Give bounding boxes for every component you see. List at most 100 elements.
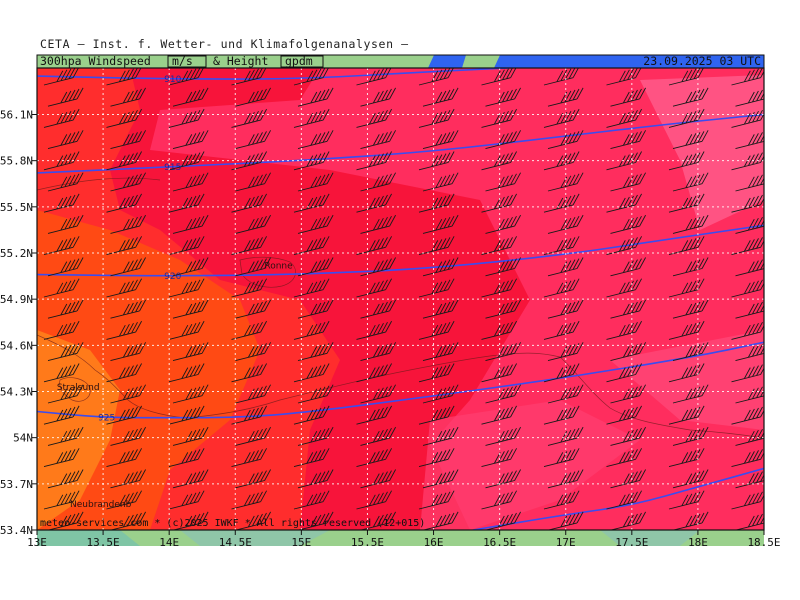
wind-barb — [293, 193, 330, 213]
wind-field-85 — [420, 400, 640, 530]
wind-barb — [43, 236, 80, 256]
wind-barb — [110, 172, 146, 192]
lon-tick-label: 17E — [556, 536, 576, 549]
wind-barb — [106, 363, 142, 383]
lat-tick-label: 55.8N — [0, 155, 33, 168]
wind-barb — [422, 511, 459, 530]
wind-barb — [543, 490, 580, 510]
wind-barb — [606, 320, 642, 340]
wind-barb — [47, 426, 84, 446]
wind-barb — [547, 511, 584, 530]
lat-tick-label: 55.5N — [0, 201, 33, 214]
wind-barb — [168, 490, 205, 510]
wind-barb — [235, 87, 271, 107]
wind-barb — [235, 214, 271, 234]
wind-barb — [360, 87, 396, 107]
wind-barb — [106, 151, 142, 171]
footer-strip-patch-left — [37, 530, 140, 546]
height-contour-line — [37, 224, 764, 277]
wind-barb — [231, 363, 267, 383]
wind-barb — [168, 448, 205, 468]
wind-barb — [168, 363, 205, 383]
wind-barb — [172, 130, 209, 150]
wind-barb — [43, 68, 79, 86]
unit-box-height — [280, 55, 324, 68]
wind-barb — [485, 257, 521, 277]
wind-barb — [172, 384, 209, 404]
wind-barb — [43, 405, 80, 425]
wind-barb — [110, 214, 146, 234]
footer-strip-patch-mid — [180, 530, 330, 546]
wind-barb — [231, 278, 267, 298]
valid-time: 23.09.2025 03 UTC — [643, 54, 761, 68]
lat-tick-label: 54.3N — [0, 386, 33, 399]
wind-barb — [106, 278, 142, 298]
wind-barb — [297, 342, 334, 362]
wind-barb — [231, 405, 267, 425]
unit-speed: m/s — [172, 54, 193, 68]
plot-area: 910 915 920 925 Stralsund Neubrandenb Ronne — [37, 68, 764, 530]
wind-barb — [231, 193, 267, 213]
wind-barb — [293, 68, 329, 86]
wind-barb — [356, 490, 392, 510]
wind-barb — [297, 130, 334, 150]
wind-barb — [418, 490, 455, 510]
wind-barb — [43, 490, 80, 510]
place-label: Neubrandenb — [70, 500, 132, 510]
wind-barb — [235, 469, 271, 489]
wind-barb — [293, 151, 330, 171]
wind-barb — [297, 511, 334, 530]
wind-barb — [672, 87, 709, 107]
header-bar: 300hpa Windspeed m/s & Height gpdm 23.09… — [36, 54, 765, 69]
wind-barb — [235, 257, 271, 277]
wind-barb — [668, 490, 705, 510]
wind-barb — [422, 87, 459, 107]
coastline-gdansk — [559, 356, 764, 439]
lon-tick-label: 17.5E — [615, 536, 648, 549]
wind-barb — [297, 87, 334, 107]
wind-barb — [672, 130, 709, 150]
wind-barb — [231, 490, 267, 510]
wind-barb — [356, 236, 392, 256]
wind-barb — [610, 172, 646, 192]
wind-barb — [231, 448, 267, 468]
lon-tick-label: 15.5E — [351, 536, 384, 549]
wind-barb — [606, 68, 642, 86]
wind-barb — [672, 257, 709, 277]
wind-barb — [293, 405, 330, 425]
wind-barb — [606, 278, 642, 298]
wind-barb — [47, 214, 84, 234]
wind-barb — [668, 278, 705, 298]
wind-barb — [360, 342, 396, 362]
wind-field-90 — [640, 75, 764, 230]
wind-barb — [610, 342, 646, 362]
wind-barb — [543, 278, 580, 298]
lat-tick-label: 56.1N — [0, 109, 33, 122]
wind-barb — [668, 151, 705, 171]
wind-barb — [168, 278, 205, 298]
wind-barb — [422, 257, 459, 277]
height-contour-line — [37, 341, 764, 419]
wind-barb — [231, 236, 267, 256]
wind-barb — [547, 426, 584, 446]
wind-barb — [360, 214, 396, 234]
wind-barb — [485, 172, 521, 192]
wind-barb — [168, 236, 205, 256]
wind-barb — [543, 193, 580, 213]
wind-barb — [668, 405, 705, 425]
wind-barb — [43, 278, 80, 298]
unit-box-speed — [167, 55, 207, 68]
wind-barb — [668, 448, 705, 468]
wind-barb — [485, 511, 521, 530]
wind-barb — [668, 320, 705, 340]
wind-barb — [106, 405, 142, 425]
wind-barb — [293, 490, 330, 510]
lon-tick-label: 18.5E — [747, 536, 780, 549]
wind-barb — [668, 236, 705, 256]
lon-tick-label: 13E — [27, 536, 47, 549]
height-contour-label: 920 — [164, 272, 181, 282]
wind-barb — [110, 257, 146, 277]
wind-barb — [422, 426, 459, 446]
wind-barb — [547, 342, 584, 362]
wind-barb — [606, 151, 642, 171]
